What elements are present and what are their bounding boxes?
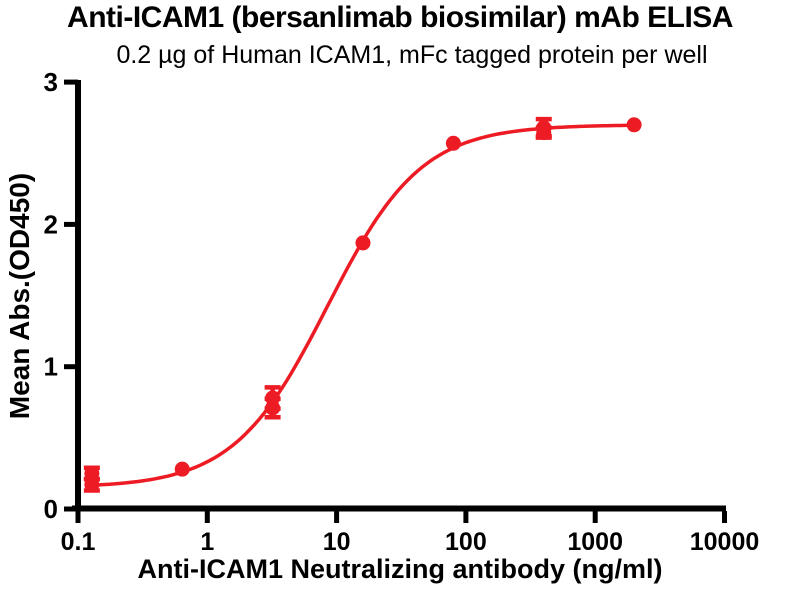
data-point: [174, 461, 190, 477]
chart-title: Anti-ICAM1 (bersanlimab biosimilar) mAb …: [67, 1, 733, 34]
data-point: [265, 400, 281, 416]
x-tick-label: 0.1: [61, 528, 96, 556]
data-point: [84, 465, 100, 481]
data-point: [626, 117, 642, 133]
data-point: [355, 235, 371, 251]
data-point: [84, 477, 100, 493]
data-point: [536, 125, 552, 141]
x-axis-label: Anti-ICAM1 Neutralizing antibody (ng/ml): [137, 554, 663, 584]
y-tick-label: 3: [44, 67, 58, 97]
data-point: [445, 135, 461, 151]
y-tick-label: 1: [44, 352, 58, 382]
x-tick-label: 1: [200, 528, 214, 556]
x-tick-label: 10000: [690, 528, 760, 556]
x-tick-label: 10: [323, 528, 351, 556]
x-tick-label: 100: [445, 528, 487, 556]
y-tick-label: 0: [44, 494, 58, 524]
y-tick-label: 2: [44, 209, 58, 239]
chart-subtitle: 0.2 µg of Human ICAM1, mFc tagged protei…: [116, 41, 708, 69]
fit-curve: [91, 123, 635, 488]
x-tick-label: 1000: [567, 528, 623, 556]
